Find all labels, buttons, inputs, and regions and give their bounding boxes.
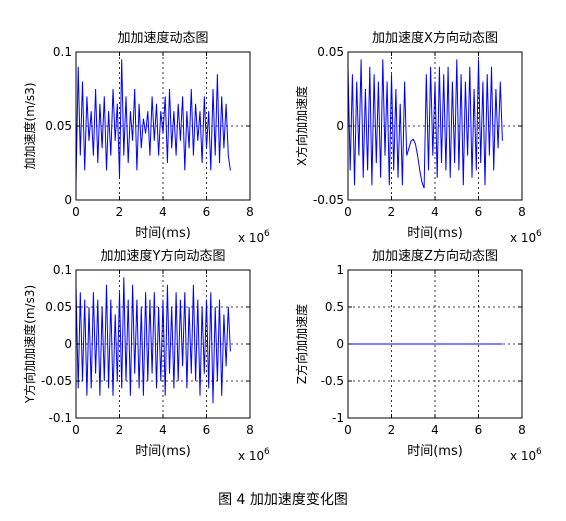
y-axis-label: 加加速度(m/s3) — [22, 83, 37, 170]
x-axis-label: 时间(ms) — [407, 444, 463, 459]
chart-title: 加加速度动态图 — [117, 30, 208, 46]
x-axis-multiplier: x 10 — [510, 231, 536, 245]
x-axis-multiplier: x 10 — [238, 231, 264, 245]
y-tick-label: -0.05 — [41, 374, 72, 388]
x-axis-multiplier: x 10 — [238, 449, 264, 463]
x-tick-label: 8 — [246, 205, 254, 219]
y-axis-label: X方向加加速度 — [294, 86, 309, 166]
x-tick-label: 0 — [72, 423, 80, 437]
x-tick-label: 8 — [246, 423, 254, 437]
chart-title: 加加速度X方向动态图 — [372, 30, 498, 46]
series-line — [75, 59, 231, 186]
y-axis-label: Y方向加加速度(m/s3) — [22, 285, 37, 404]
y-tick-label: 0 — [336, 337, 344, 351]
x-tick-label: 0 — [344, 205, 352, 219]
x-tick-label: 2 — [388, 205, 396, 219]
x-tick-label: 0 — [344, 423, 352, 437]
y-axis-label: Z方向加加速度 — [294, 304, 309, 384]
y-tick-label: -1 — [332, 411, 344, 425]
chart-title: 加加速度Y方向动态图 — [101, 248, 226, 264]
x-tick-label: 2 — [116, 205, 124, 219]
y-tick-label: -0.05 — [313, 193, 344, 207]
y-tick-label: 0 — [64, 337, 72, 351]
x-axis-label: 时间(ms) — [407, 226, 463, 241]
x-tick-label: 8 — [518, 423, 526, 437]
x-axis-multiplier-exponent: 6 — [264, 229, 270, 239]
series-line — [347, 59, 503, 189]
y-tick-label: 0.1 — [53, 263, 72, 277]
y-tick-label: 0.05 — [45, 300, 72, 314]
y-tick-label: 0.1 — [53, 45, 72, 59]
x-tick-label: 4 — [431, 205, 439, 219]
x-tick-label: 0 — [72, 205, 80, 219]
x-tick-label: 4 — [431, 423, 439, 437]
y-tick-label: -0.5 — [321, 374, 344, 388]
y-tick-label: 0.05 — [45, 119, 72, 133]
x-axis-label: 时间(ms) — [135, 444, 191, 459]
x-axis-multiplier-exponent: 6 — [264, 447, 270, 457]
x-tick-label: 6 — [475, 423, 483, 437]
y-tick-label: 0.5 — [325, 300, 344, 314]
y-tick-label: 0 — [64, 193, 72, 207]
y-tick-label: -0.1 — [49, 411, 72, 425]
x-tick-label: 4 — [159, 423, 167, 437]
x-tick-label: 8 — [518, 205, 526, 219]
figure-caption: 图 4 加加速度变化图 — [218, 492, 348, 508]
x-tick-label: 2 — [116, 423, 124, 437]
x-tick-label: 4 — [159, 205, 167, 219]
x-axis-multiplier-exponent: 6 — [536, 447, 542, 457]
x-tick-label: 6 — [203, 205, 211, 219]
y-tick-label: 0 — [336, 119, 344, 133]
x-axis-label: 时间(ms) — [135, 226, 191, 241]
series-line — [75, 277, 231, 404]
x-axis-multiplier: x 10 — [510, 449, 536, 463]
y-tick-label: 1 — [336, 263, 344, 277]
x-tick-label: 6 — [475, 205, 483, 219]
x-tick-label: 2 — [388, 423, 396, 437]
x-axis-multiplier-exponent: 6 — [536, 229, 542, 239]
y-tick-label: 0.05 — [317, 45, 344, 59]
x-tick-label: 6 — [203, 423, 211, 437]
chart-title: 加加速度Z方向动态图 — [372, 248, 498, 264]
